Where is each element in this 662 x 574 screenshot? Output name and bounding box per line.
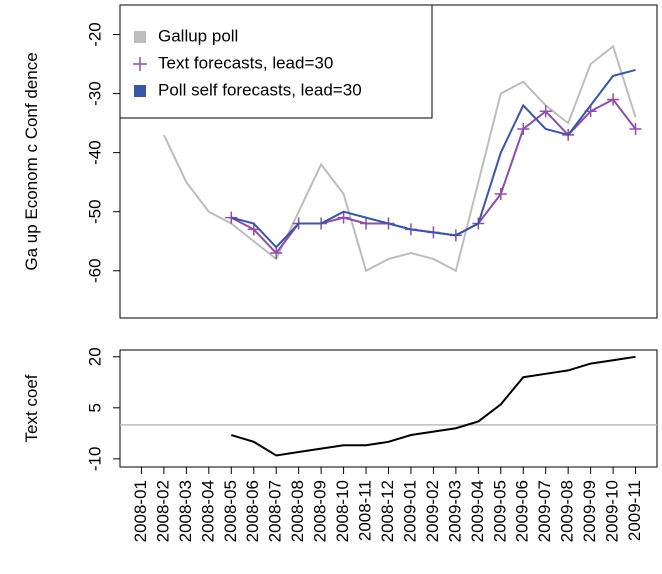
y-tick-label: -20 (85, 22, 104, 47)
x-tick-label: 2009-09 (580, 480, 599, 542)
x-tick-label: 2009-05 (490, 480, 509, 542)
plus-marker (337, 211, 350, 224)
x-tick-label: 2009-02 (423, 480, 442, 542)
x-tick-label: 2009-01 (400, 480, 419, 542)
legend-marker (134, 31, 146, 43)
y-tick-label: 5 (85, 403, 104, 412)
y-tick-label: -50 (85, 199, 104, 224)
y-tick-label: -60 (85, 258, 104, 283)
y-tick-label: -40 (85, 140, 104, 165)
legend-box (119, 4, 433, 119)
legend-label: Text forecasts, lead=30 (158, 53, 333, 72)
legend-label: Poll self forecasts, lead=30 (158, 80, 362, 99)
plus-marker (270, 247, 283, 260)
y-axis-title: Text coef (22, 374, 41, 442)
y-tick-label: 20 (85, 347, 104, 366)
plus-marker (494, 187, 507, 200)
series-line (163, 44, 637, 273)
x-tick-label: 2008-11 (356, 480, 375, 541)
x-tick-label: 2009-03 (445, 480, 464, 542)
x-tick-label: 2008-09 (311, 480, 330, 542)
x-tick-label: 2008-12 (378, 480, 397, 542)
x-tick-label: 2008-07 (266, 480, 285, 542)
series-line (231, 68, 636, 249)
y-tick-label: -10 (85, 447, 104, 472)
plus-marker (517, 123, 530, 136)
legend-marker (133, 57, 147, 71)
x-tick-label: 2008-03 (176, 480, 195, 542)
x-tick-label: 2008-05 (221, 480, 240, 542)
x-tick-label: 2009-06 (513, 480, 532, 542)
x-tick-label: 2008-02 (153, 480, 172, 542)
plus-marker (247, 223, 260, 236)
x-tick-label: 2008-06 (243, 480, 262, 542)
plus-marker (539, 105, 552, 118)
x-tick-label: 2008-10 (333, 480, 352, 542)
y-tick-label: -30 (85, 81, 104, 106)
x-tick-label: 2009-04 (468, 480, 487, 542)
x-tick-label: 2008-01 (131, 480, 150, 542)
series-line (231, 355, 636, 457)
plus-marker (360, 217, 373, 230)
legend-marker (134, 85, 146, 97)
x-tick-label: 2009-07 (535, 480, 554, 542)
plus-marker (607, 93, 620, 106)
x-tick-label: 2008-08 (288, 480, 307, 542)
plus-marker (629, 123, 642, 136)
x-tick-label: 2009-11 (625, 480, 644, 541)
legend-label: Gallup poll (158, 26, 238, 45)
x-tick-label: 2009-10 (603, 480, 622, 542)
x-tick-label: 2008-04 (198, 480, 217, 542)
y-axis-title: Ga up Econom c Conf dence (22, 52, 41, 270)
x-tick-label: 2009-08 (558, 480, 577, 542)
